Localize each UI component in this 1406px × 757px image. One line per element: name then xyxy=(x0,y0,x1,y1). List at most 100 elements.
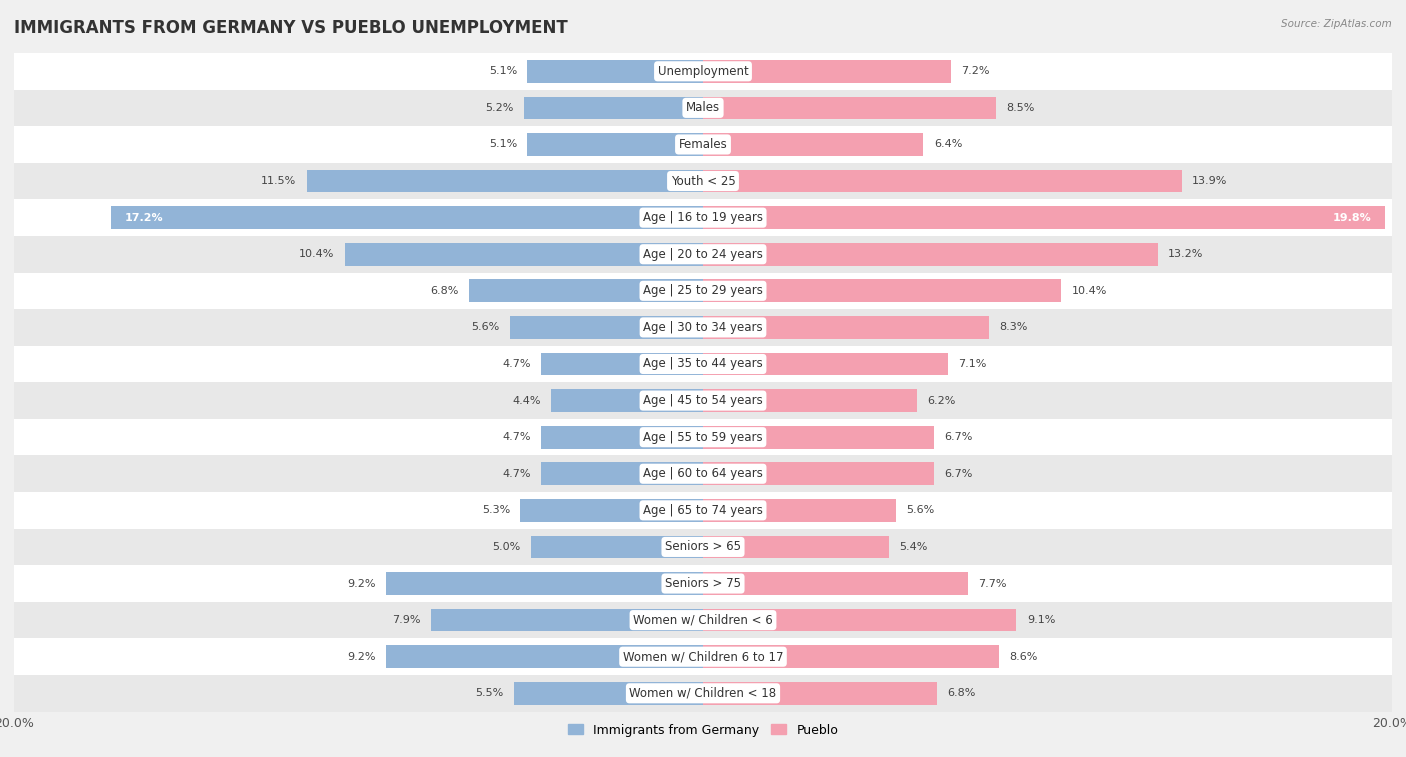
Text: 4.7%: 4.7% xyxy=(502,359,531,369)
Text: 11.5%: 11.5% xyxy=(262,176,297,186)
Bar xyxy=(531,536,703,558)
Bar xyxy=(541,463,703,485)
Text: 17.2%: 17.2% xyxy=(124,213,163,223)
Bar xyxy=(703,353,948,375)
Bar xyxy=(14,456,1392,492)
Text: Age | 35 to 44 years: Age | 35 to 44 years xyxy=(643,357,763,370)
Bar xyxy=(703,60,950,83)
Text: 7.1%: 7.1% xyxy=(957,359,986,369)
Bar xyxy=(510,316,703,338)
Bar xyxy=(14,528,1392,565)
Text: 7.2%: 7.2% xyxy=(962,67,990,76)
Bar xyxy=(703,170,1182,192)
Text: 5.1%: 5.1% xyxy=(489,67,517,76)
Text: Age | 65 to 74 years: Age | 65 to 74 years xyxy=(643,504,763,517)
Text: IMMIGRANTS FROM GERMANY VS PUEBLO UNEMPLOYMENT: IMMIGRANTS FROM GERMANY VS PUEBLO UNEMPL… xyxy=(14,19,568,37)
Text: 5.0%: 5.0% xyxy=(492,542,520,552)
Bar xyxy=(344,243,703,266)
Bar xyxy=(468,279,703,302)
Bar xyxy=(703,609,1017,631)
Text: Females: Females xyxy=(679,138,727,151)
Text: 5.6%: 5.6% xyxy=(907,506,935,516)
Legend: Immigrants from Germany, Pueblo: Immigrants from Germany, Pueblo xyxy=(562,718,844,742)
Bar xyxy=(703,279,1062,302)
Bar xyxy=(14,346,1392,382)
Text: 10.4%: 10.4% xyxy=(299,249,335,259)
Bar xyxy=(703,389,917,412)
Text: 4.4%: 4.4% xyxy=(513,396,541,406)
Bar xyxy=(527,133,703,156)
Bar xyxy=(703,97,995,119)
Text: 5.2%: 5.2% xyxy=(485,103,513,113)
Text: 6.7%: 6.7% xyxy=(945,432,973,442)
Bar xyxy=(703,463,934,485)
Text: 7.7%: 7.7% xyxy=(979,578,1007,588)
Text: 7.9%: 7.9% xyxy=(392,615,420,625)
Text: Seniors > 75: Seniors > 75 xyxy=(665,577,741,590)
Bar xyxy=(524,97,703,119)
Text: 6.7%: 6.7% xyxy=(945,469,973,478)
Text: 6.2%: 6.2% xyxy=(927,396,955,406)
Bar xyxy=(703,133,924,156)
Bar xyxy=(14,638,1392,675)
Bar xyxy=(14,602,1392,638)
Text: Women w/ Children < 6: Women w/ Children < 6 xyxy=(633,614,773,627)
Bar xyxy=(14,675,1392,712)
Text: Age | 20 to 24 years: Age | 20 to 24 years xyxy=(643,248,763,260)
Bar xyxy=(513,682,703,705)
Text: Males: Males xyxy=(686,101,720,114)
Bar xyxy=(14,492,1392,528)
Bar xyxy=(14,236,1392,273)
Bar xyxy=(14,89,1392,126)
Bar xyxy=(14,309,1392,346)
Bar xyxy=(703,572,969,595)
Text: 5.4%: 5.4% xyxy=(900,542,928,552)
Bar xyxy=(14,419,1392,456)
Text: 8.6%: 8.6% xyxy=(1010,652,1038,662)
Text: 9.2%: 9.2% xyxy=(347,652,375,662)
Text: 5.3%: 5.3% xyxy=(482,506,510,516)
Text: 8.3%: 8.3% xyxy=(1000,322,1028,332)
Bar xyxy=(430,609,703,631)
Bar xyxy=(14,199,1392,236)
Bar xyxy=(387,646,703,668)
Bar xyxy=(703,426,934,448)
Text: 6.8%: 6.8% xyxy=(948,688,976,698)
Text: 9.2%: 9.2% xyxy=(347,578,375,588)
Text: Seniors > 65: Seniors > 65 xyxy=(665,540,741,553)
Bar xyxy=(703,316,988,338)
Bar xyxy=(541,353,703,375)
Text: Age | 55 to 59 years: Age | 55 to 59 years xyxy=(643,431,763,444)
Text: 5.6%: 5.6% xyxy=(471,322,499,332)
Bar xyxy=(703,207,1385,229)
Bar xyxy=(703,536,889,558)
Text: Age | 45 to 54 years: Age | 45 to 54 years xyxy=(643,394,763,407)
Text: 13.9%: 13.9% xyxy=(1192,176,1227,186)
Bar xyxy=(527,60,703,83)
Text: 5.1%: 5.1% xyxy=(489,139,517,149)
Bar xyxy=(14,382,1392,419)
Text: Age | 16 to 19 years: Age | 16 to 19 years xyxy=(643,211,763,224)
Bar xyxy=(307,170,703,192)
Text: 19.8%: 19.8% xyxy=(1333,213,1371,223)
Text: Women w/ Children 6 to 17: Women w/ Children 6 to 17 xyxy=(623,650,783,663)
Text: Source: ZipAtlas.com: Source: ZipAtlas.com xyxy=(1281,19,1392,29)
Bar xyxy=(14,273,1392,309)
Text: Women w/ Children < 18: Women w/ Children < 18 xyxy=(630,687,776,699)
Bar xyxy=(111,207,703,229)
Text: Youth < 25: Youth < 25 xyxy=(671,175,735,188)
Bar xyxy=(541,426,703,448)
Text: 6.4%: 6.4% xyxy=(934,139,962,149)
Text: 4.7%: 4.7% xyxy=(502,432,531,442)
Bar xyxy=(703,243,1157,266)
Bar xyxy=(703,499,896,522)
Bar xyxy=(551,389,703,412)
Bar xyxy=(14,565,1392,602)
Bar xyxy=(14,53,1392,89)
Bar xyxy=(14,163,1392,199)
Text: Age | 30 to 34 years: Age | 30 to 34 years xyxy=(643,321,763,334)
Text: 4.7%: 4.7% xyxy=(502,469,531,478)
Bar xyxy=(387,572,703,595)
Text: 8.5%: 8.5% xyxy=(1007,103,1035,113)
Text: Age | 25 to 29 years: Age | 25 to 29 years xyxy=(643,285,763,298)
